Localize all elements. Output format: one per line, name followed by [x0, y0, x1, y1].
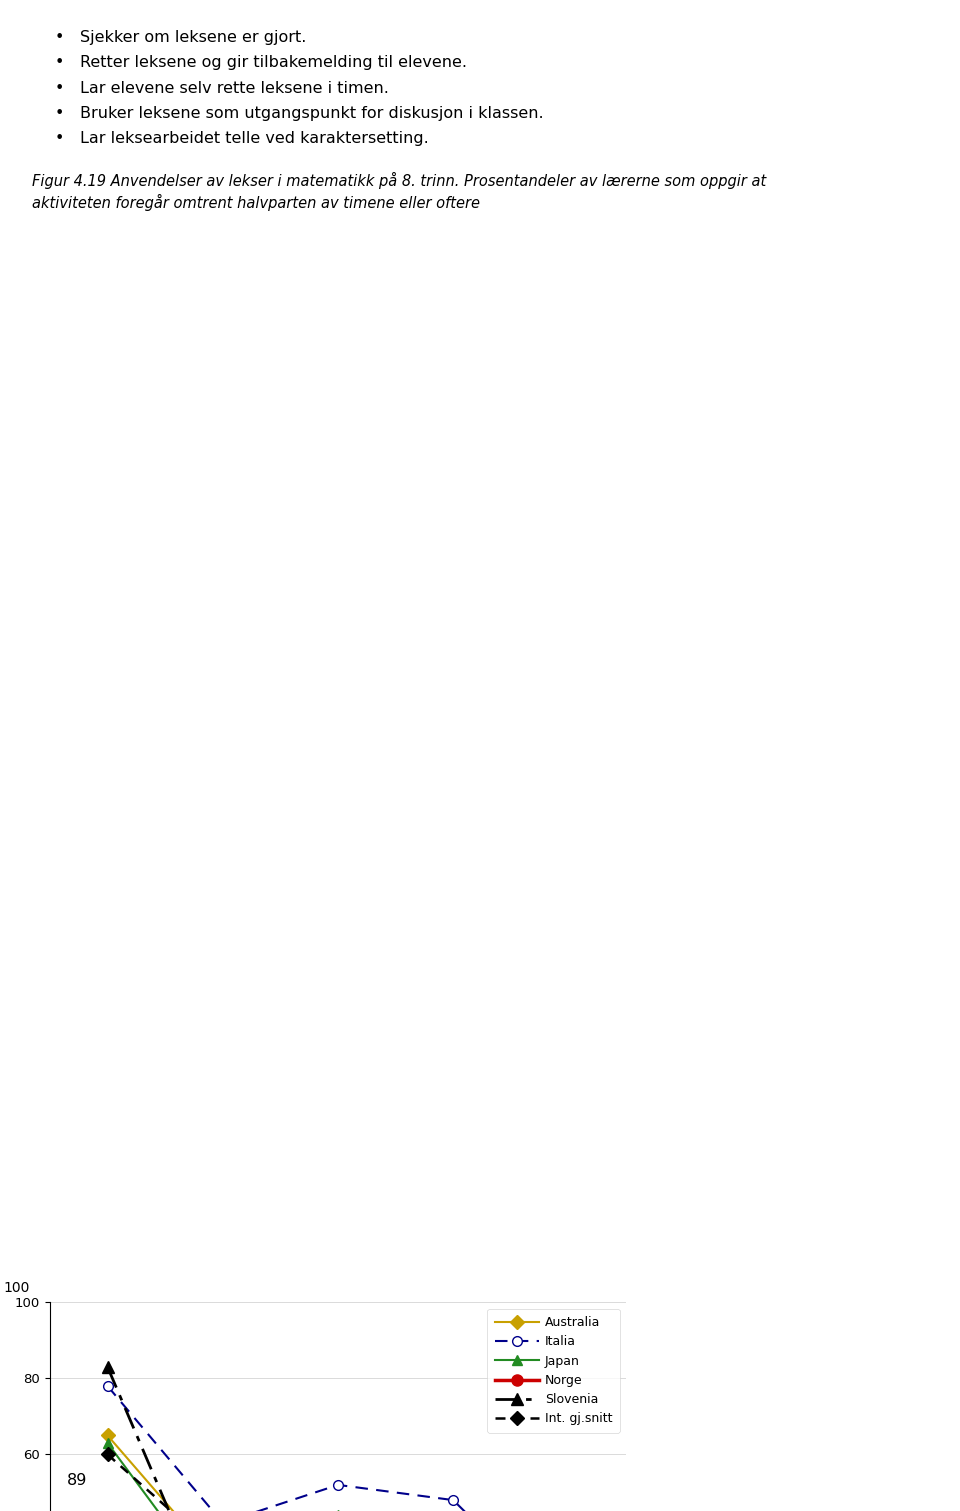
Text: •: • [55, 106, 64, 121]
Text: 100: 100 [4, 1281, 31, 1295]
Text: aktiviteten foregår omtrent halvparten av timene eller oftere: aktiviteten foregår omtrent halvparten a… [32, 193, 480, 210]
Text: •: • [55, 80, 64, 95]
Text: Sjekker om leksene er gjort.: Sjekker om leksene er gjort. [80, 30, 306, 45]
Text: Bruker leksene som utgangspunkt for diskusjon i klassen.: Bruker leksene som utgangspunkt for disk… [80, 106, 543, 121]
Text: Lar leksearbeidet telle ved karaktersetting.: Lar leksearbeidet telle ved karaktersett… [80, 131, 429, 147]
Text: •: • [55, 131, 64, 147]
Text: •: • [55, 56, 64, 71]
Legend: Australia, Italia, Japan, Norge, Slovenia, Int. gj.snitt: Australia, Italia, Japan, Norge, Sloveni… [488, 1309, 620, 1432]
Text: Retter leksene og gir tilbakemelding til elevene.: Retter leksene og gir tilbakemelding til… [80, 56, 467, 71]
Text: Lar elevene selv rette leksene i timen.: Lar elevene selv rette leksene i timen. [80, 80, 389, 95]
Text: 89: 89 [67, 1473, 87, 1488]
Text: Figur 4.19 Anvendelser av lekser i matematikk på 8. trinn. Prosentandeler av lær: Figur 4.19 Anvendelser av lekser i matem… [32, 172, 766, 189]
Text: •: • [55, 30, 64, 45]
